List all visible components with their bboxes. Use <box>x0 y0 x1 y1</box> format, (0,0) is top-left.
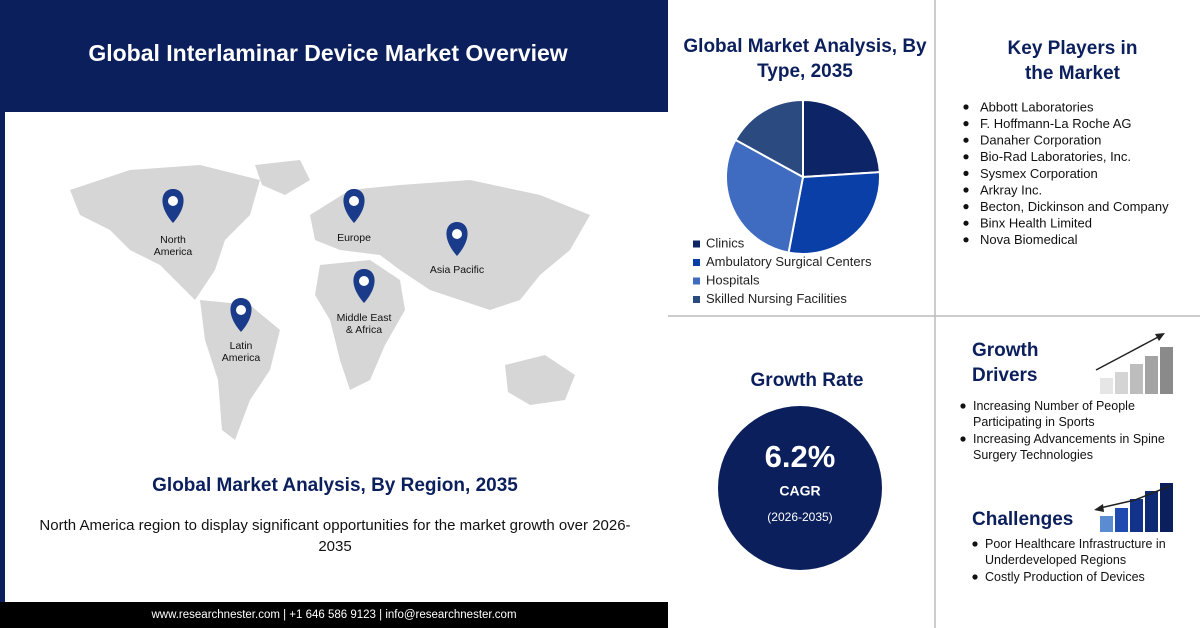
pie-title-box: Global Market Analysis, By Type, 2035 <box>683 36 927 82</box>
region-text: North America region to display signific… <box>39 517 631 555</box>
list-item: Poor Healthcare Infrastructure in Underd… <box>985 537 1166 567</box>
pin-label: North America <box>154 234 193 258</box>
legend-label: Ambulatory Surgical Centers <box>706 254 872 269</box>
footer-bar <box>0 602 668 628</box>
key-player: Sysmex Corporation <box>980 166 1098 181</box>
region-text-box: North America region to display signific… <box>39 517 631 555</box>
key-player: Binx Health Limited <box>980 216 1092 231</box>
key-player: F. Hoffmann-La Roche AG <box>980 116 1132 131</box>
bullet <box>972 541 978 547</box>
players-title-box: Key Players in the Market <box>1007 38 1138 84</box>
pie-slice <box>802 98 881 179</box>
cagr-label: CAGR <box>779 483 820 499</box>
bullet <box>960 403 966 409</box>
dividers <box>668 0 1200 628</box>
bullet <box>963 121 969 127</box>
list-item: Costly Production of Devices <box>985 570 1145 584</box>
key-player: Arkray Inc. <box>980 182 1042 197</box>
drivers-title-box: Growth Drivers <box>972 340 1039 386</box>
pin-label: Middle East & Africa <box>337 312 392 336</box>
bullet <box>963 187 969 193</box>
bullet <box>963 170 969 176</box>
legend-label: Hospitals <box>706 272 760 287</box>
key-player: Becton, Dickinson and Company <box>980 199 1169 214</box>
bullet <box>963 204 969 210</box>
list-item: Increasing Number of People Participatin… <box>973 399 1135 429</box>
list-item-box: Poor Healthcare Infrastructure in Underd… <box>985 537 1166 567</box>
map-pin-dot <box>359 276 369 286</box>
key-player: Nova Biomedical <box>980 232 1078 247</box>
pin-label: Asia Pacific <box>430 264 484 276</box>
map-pin-dot <box>168 196 178 206</box>
key-player: Bio-Rad Laboratories, Inc. <box>980 149 1131 164</box>
drivers-title: Growth Drivers <box>972 340 1039 386</box>
pin-label-line: & Africa <box>346 324 382 336</box>
pin-label-line: North <box>160 234 186 246</box>
bullet <box>963 220 969 226</box>
bullet <box>963 237 969 243</box>
pie-slice <box>725 138 805 254</box>
pin-label-line: America <box>154 246 193 258</box>
list-item-box: Increasing Number of People Participatin… <box>973 399 1135 429</box>
bullet <box>963 104 969 110</box>
pie-title: Global Market Analysis, By Type, 2035 <box>683 36 927 82</box>
pin-label: Europe <box>337 232 371 244</box>
cagr-period: (2026-2035) <box>767 510 832 524</box>
pin-label-line: Latin <box>230 340 253 352</box>
growth-rate-title: Growth Rate <box>751 370 864 391</box>
legend-swatch <box>693 240 700 248</box>
map-pin-dot <box>236 305 246 315</box>
legend-swatch <box>693 296 700 303</box>
key-player: Danaher Corporation <box>980 133 1101 148</box>
drivers-icon <box>1095 333 1173 394</box>
list-item-box: Costly Production of Devices <box>985 570 1145 584</box>
cagr-circle <box>718 406 882 570</box>
pie-slice <box>734 98 804 179</box>
map-pin-dot <box>452 229 462 239</box>
bullet <box>963 137 969 143</box>
players-title: Key Players in the Market <box>1007 38 1138 84</box>
list-item-box: Increasing Advancements in Spine Surgery… <box>973 432 1165 462</box>
title: Global Interlaminar Device Market Overvi… <box>88 40 567 66</box>
region-heading: Global Market Analysis, By Region, 2035 <box>152 475 518 496</box>
footer: www.researchnester.com | +1 646 586 9123… <box>150 609 516 621</box>
cagr-value: 6.2% <box>765 439 836 474</box>
pin-label: Latin America <box>222 340 261 364</box>
legend-label: Skilled Nursing Facilities <box>706 291 847 306</box>
bullet <box>972 574 978 580</box>
pin-label-line: America <box>222 352 261 364</box>
legend-swatch <box>693 259 700 266</box>
legend-swatch <box>693 277 700 285</box>
pin-label-line: Middle East <box>337 312 392 324</box>
bullet <box>960 436 966 442</box>
legend-label: Clinics <box>706 235 745 250</box>
challenges-title: Challenges <box>972 509 1073 530</box>
map-pin-dot <box>349 196 359 206</box>
bullet <box>963 154 969 160</box>
list-item: Increasing Advancements in Spine Surgery… <box>973 432 1165 462</box>
key-player: Abbott Laboratories <box>980 99 1094 114</box>
challenges-icon <box>1094 483 1173 532</box>
pie-slice <box>787 171 881 255</box>
